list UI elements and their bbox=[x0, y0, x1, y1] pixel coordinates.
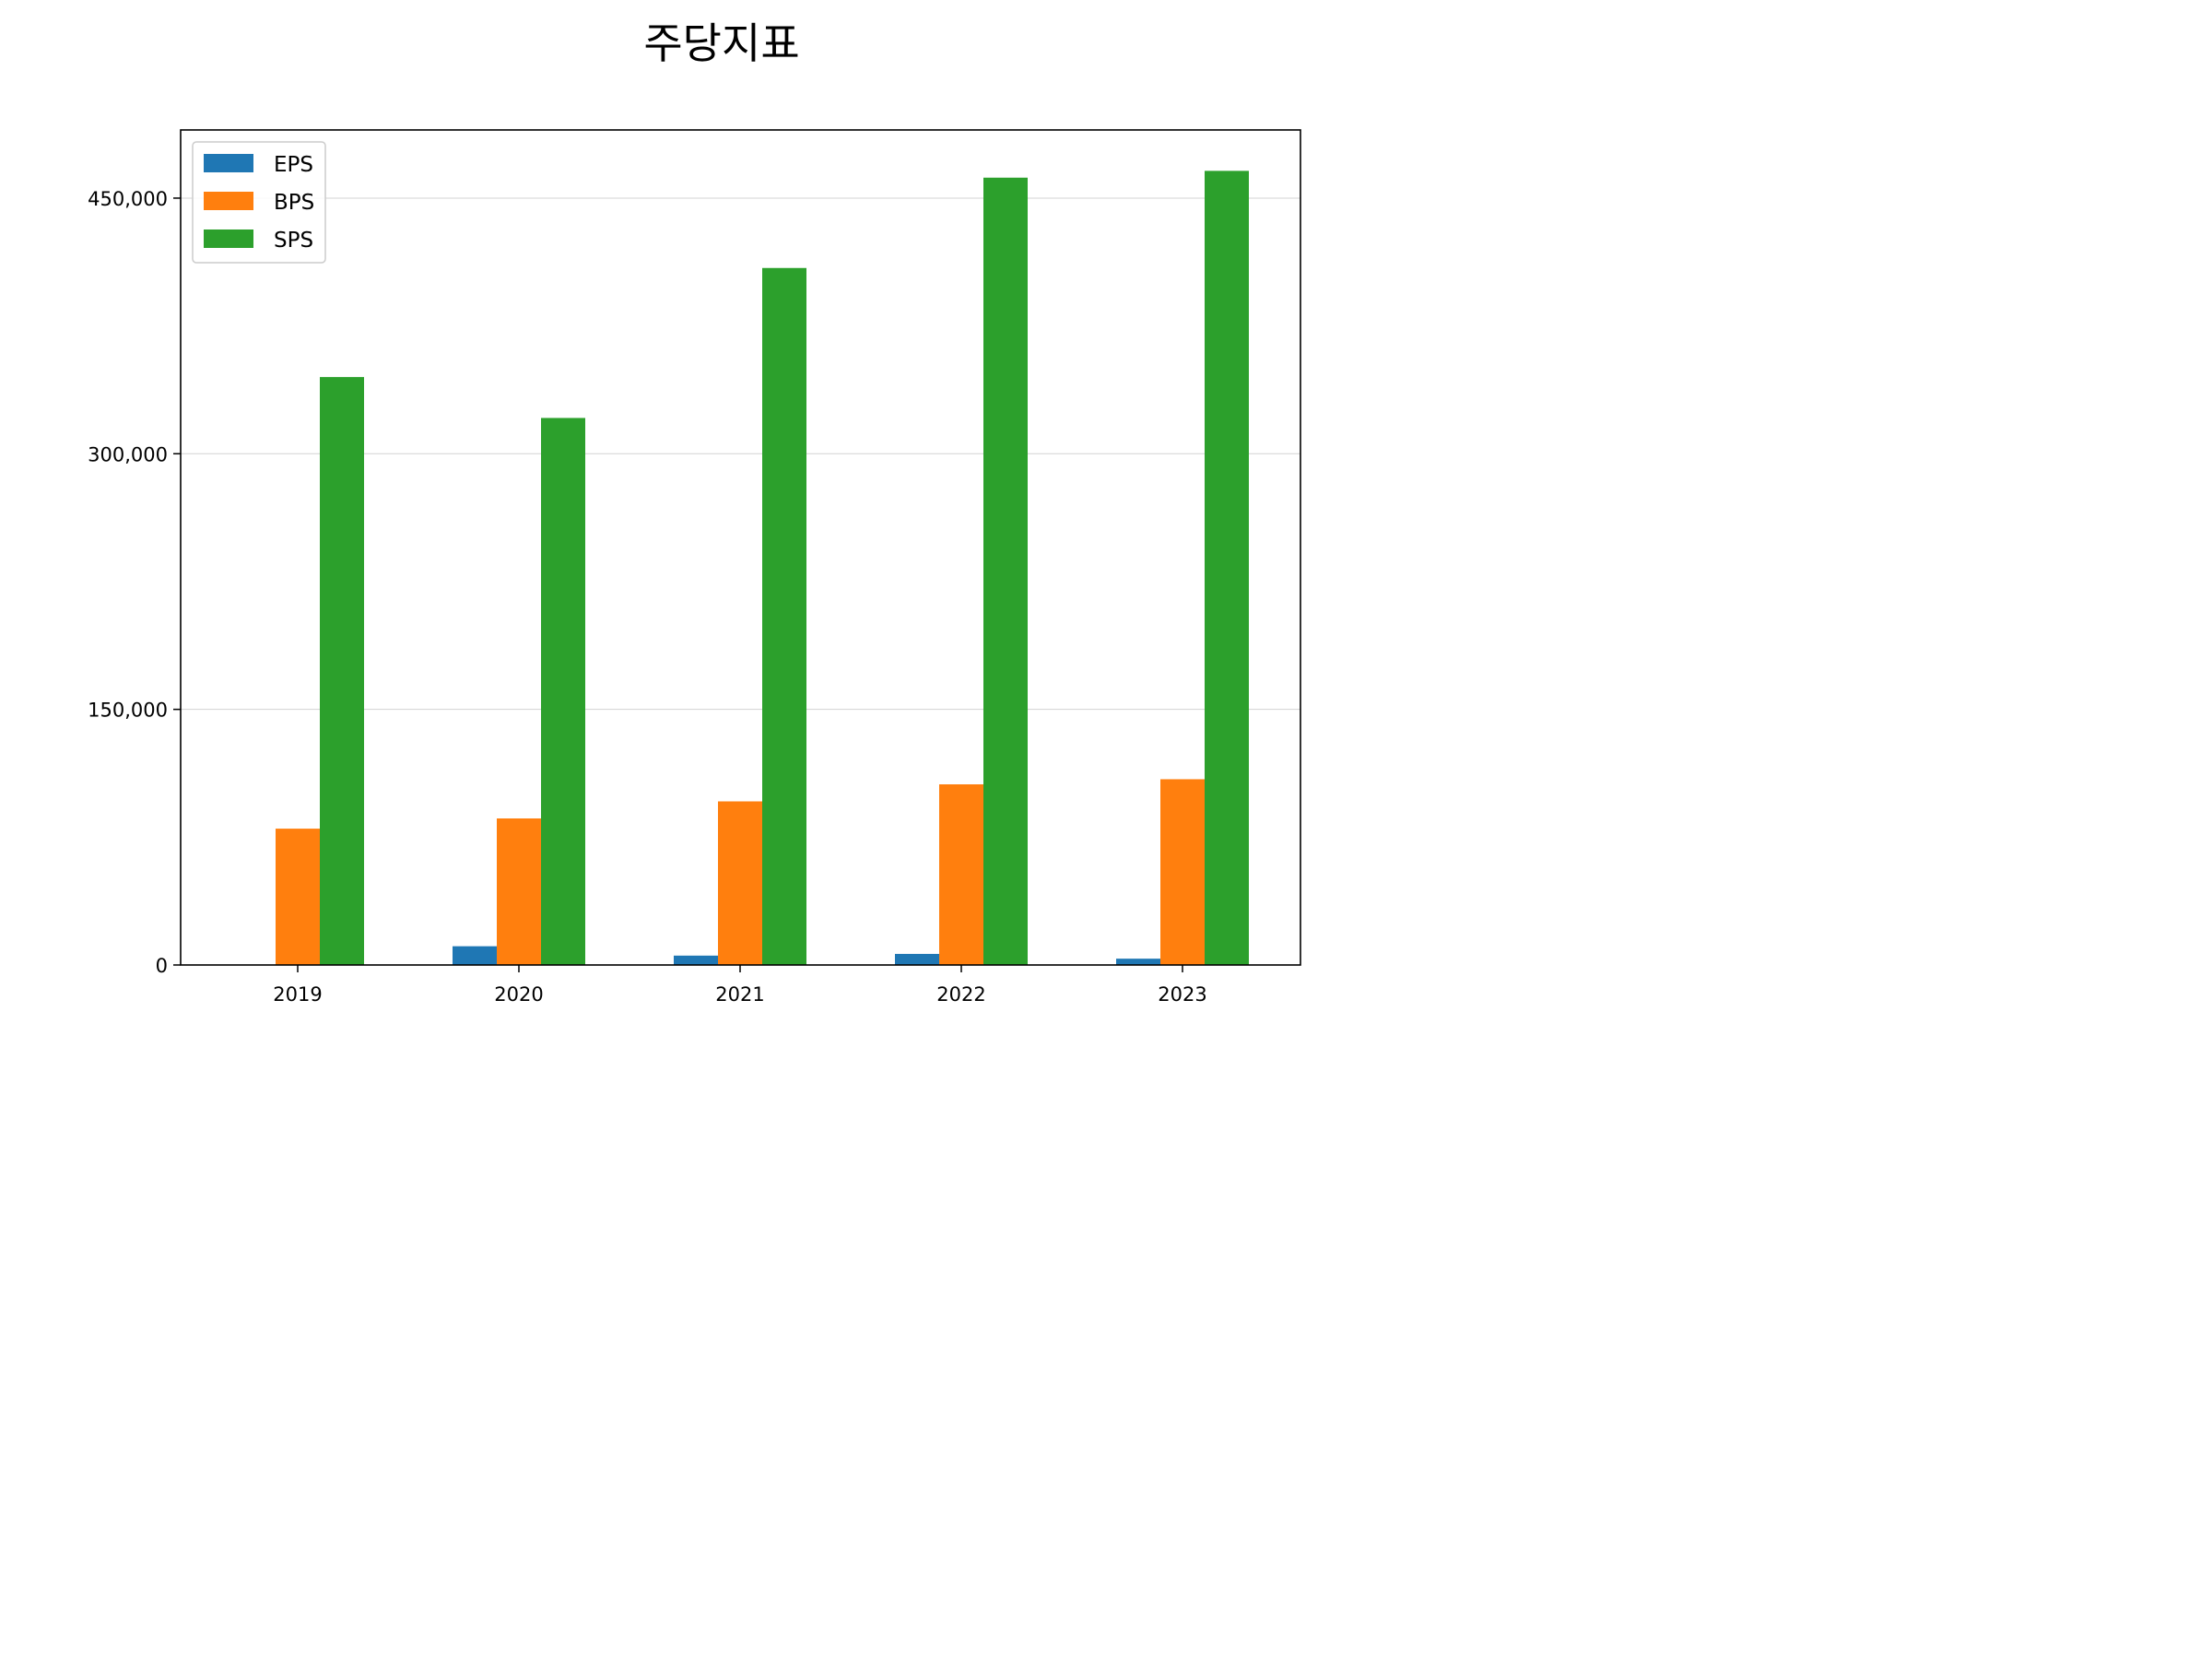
bar-sps-2019 bbox=[320, 377, 364, 965]
legend-swatch-sps bbox=[204, 229, 253, 248]
bar-sps-2021 bbox=[762, 267, 806, 965]
bar-bps-2020 bbox=[497, 818, 541, 965]
x-tick-label: 2020 bbox=[494, 983, 543, 1006]
x-tick-label: 2019 bbox=[273, 983, 322, 1006]
bar-sps-2022 bbox=[983, 177, 1028, 965]
y-tick-label: 0 bbox=[156, 955, 168, 977]
legend-swatch-bps bbox=[204, 192, 253, 210]
bar-bps-2022 bbox=[939, 784, 983, 965]
chart-title: 주당지표 bbox=[643, 18, 799, 68]
y-tick-label: 300,000 bbox=[88, 443, 168, 465]
x-tick-label: 2022 bbox=[936, 983, 985, 1006]
bar-bps-2023 bbox=[1160, 779, 1205, 965]
legend: EPS BPS SPS bbox=[192, 141, 326, 264]
y-tick-label: 450,000 bbox=[88, 188, 168, 210]
bars bbox=[276, 171, 1249, 966]
legend-label-sps: SPS bbox=[274, 229, 313, 253]
bar-sps-2020 bbox=[541, 418, 585, 965]
legend-label-eps: EPS bbox=[274, 153, 313, 177]
bar-bps-2019 bbox=[276, 829, 320, 965]
bar-bps-2021 bbox=[718, 801, 762, 965]
bar-eps-2022 bbox=[895, 953, 939, 965]
bar-eps-2023 bbox=[1116, 959, 1160, 965]
x-tick-label: 2021 bbox=[715, 983, 764, 1006]
legend-label-bps: BPS bbox=[274, 191, 314, 215]
legend-swatch-eps bbox=[204, 154, 253, 172]
x-tick-label: 2023 bbox=[1158, 983, 1206, 1006]
bar-eps-2021 bbox=[674, 955, 718, 965]
x-axis: 2019 2020 2021 2022 2023 bbox=[273, 965, 1207, 1006]
bar-eps-2020 bbox=[453, 946, 497, 965]
bar-sps-2023 bbox=[1205, 171, 1249, 966]
y-tick-label: 150,000 bbox=[88, 700, 168, 722]
chart: 주당지표 0 150,000 300,000 450,000 2019 2020 2021… bbox=[88, 18, 1301, 1006]
grid-lines bbox=[181, 197, 1300, 711]
y-axis: 0 150,000 300,000 450,000 bbox=[88, 188, 181, 977]
